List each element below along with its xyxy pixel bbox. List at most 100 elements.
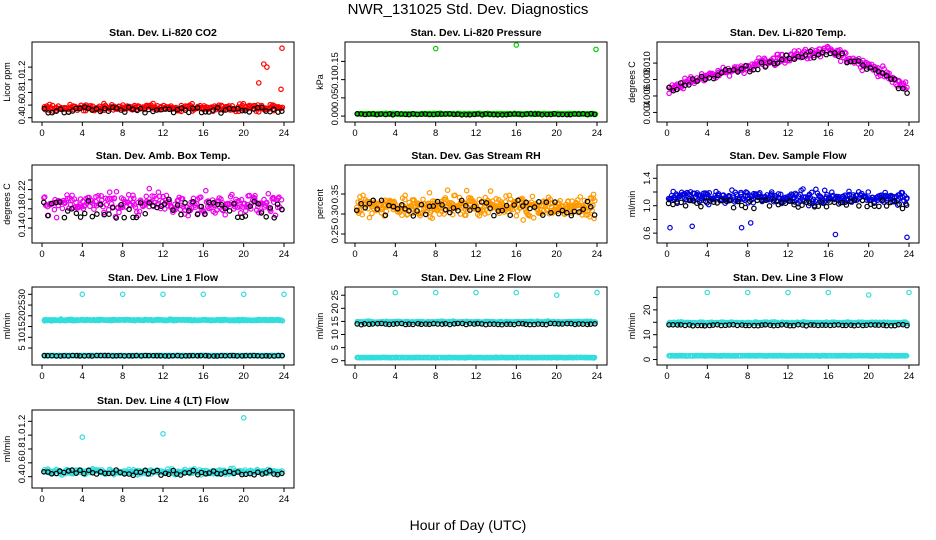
data-point bbox=[161, 201, 168, 207]
data-point bbox=[279, 206, 285, 213]
data-point bbox=[467, 207, 473, 213]
x-tick-label: 24 bbox=[279, 494, 290, 505]
data-point bbox=[278, 108, 285, 115]
data-point bbox=[358, 321, 365, 328]
data-point bbox=[762, 64, 769, 70]
data-point bbox=[686, 82, 692, 88]
x-tick-label: 0 bbox=[664, 128, 669, 139]
data-point bbox=[591, 212, 598, 218]
x-tick-label: 24 bbox=[279, 249, 290, 260]
data-points bbox=[41, 414, 285, 479]
x-tick-label: 20 bbox=[238, 371, 249, 382]
data-point bbox=[559, 207, 566, 214]
data-point bbox=[471, 111, 478, 118]
outlier-point bbox=[832, 231, 839, 238]
data-point bbox=[418, 201, 425, 208]
data-point bbox=[823, 203, 830, 210]
data-point bbox=[548, 111, 554, 118]
x-tick-label: 4 bbox=[705, 249, 710, 260]
y-tick-label: 5 bbox=[17, 345, 28, 350]
data-point bbox=[548, 209, 554, 216]
outlier-point bbox=[865, 292, 872, 298]
x-tick-label: 8 bbox=[745, 128, 750, 139]
data-point bbox=[529, 193, 536, 200]
data-point bbox=[837, 58, 844, 65]
y-tick-label: 1.2 bbox=[17, 415, 28, 428]
y-tick-label: 5 bbox=[330, 345, 341, 350]
data-point bbox=[819, 199, 825, 206]
data-point bbox=[734, 69, 741, 75]
y-tick-label: 0.010 bbox=[642, 51, 653, 75]
data-point bbox=[186, 352, 193, 359]
data-point bbox=[254, 469, 261, 476]
data-point bbox=[279, 470, 285, 477]
data-point bbox=[523, 199, 530, 206]
data-point bbox=[880, 322, 887, 328]
data-point bbox=[479, 112, 486, 118]
panel-8: Stan. Dev. Line 2 Flow 0 4 8 12 16 20 24 0 5 10 15 2… bbox=[315, 272, 608, 382]
data-point bbox=[166, 106, 173, 113]
outlier-point bbox=[240, 414, 247, 421]
data-point bbox=[366, 321, 372, 328]
x-tick-label: 8 bbox=[745, 249, 750, 260]
data-point bbox=[434, 111, 441, 117]
data-point bbox=[442, 196, 449, 203]
x-tick-label: 12 bbox=[471, 249, 482, 260]
plot-frame bbox=[344, 41, 608, 123]
data-point bbox=[94, 211, 100, 217]
y-tick-label: 0.8 bbox=[17, 86, 28, 99]
data-point bbox=[102, 105, 108, 112]
y-tick-label: 0.10 bbox=[330, 70, 341, 89]
data-point bbox=[706, 190, 713, 196]
outlier-point bbox=[255, 80, 262, 86]
data-point bbox=[378, 210, 385, 216]
data-point bbox=[263, 214, 270, 220]
data-point bbox=[446, 209, 453, 216]
data-point bbox=[41, 105, 48, 112]
y-axis-label: degrees C bbox=[2, 183, 12, 225]
data-point bbox=[126, 206, 132, 213]
data-point bbox=[170, 467, 177, 474]
data-point bbox=[163, 192, 170, 199]
data-point bbox=[145, 106, 152, 113]
x-tick-label: 20 bbox=[238, 249, 249, 260]
data-point bbox=[132, 204, 139, 211]
data-point bbox=[865, 189, 872, 195]
data-point bbox=[398, 202, 405, 208]
x-tick-label: 20 bbox=[863, 249, 874, 260]
data-point bbox=[576, 209, 582, 215]
data-point bbox=[888, 322, 894, 329]
data-point bbox=[153, 196, 159, 202]
data-point bbox=[543, 199, 550, 206]
data-point bbox=[458, 197, 465, 204]
outlier-point bbox=[432, 45, 439, 52]
data-point bbox=[855, 58, 862, 64]
data-point bbox=[137, 105, 144, 112]
data-point bbox=[143, 193, 150, 200]
data-point bbox=[425, 200, 432, 207]
data-point bbox=[59, 205, 66, 212]
data-point bbox=[137, 200, 144, 206]
x-tick-label: 0 bbox=[39, 371, 44, 382]
data-point bbox=[218, 202, 225, 208]
panel-title: Stan. Dev. Amb. Box Temp. bbox=[96, 150, 231, 162]
data-point bbox=[856, 203, 862, 209]
data-point bbox=[817, 193, 823, 200]
x-tick-label: 4 bbox=[80, 371, 85, 382]
outlier-point bbox=[553, 292, 560, 299]
data-point bbox=[202, 211, 208, 217]
data-point bbox=[803, 199, 810, 206]
x-tick-label: 8 bbox=[120, 494, 125, 505]
data-point bbox=[149, 193, 155, 199]
data-point bbox=[365, 205, 371, 212]
y-tick-label: 1.0 bbox=[17, 73, 28, 86]
y-tick-label: 0.35 bbox=[330, 185, 341, 204]
x-tick-label: 12 bbox=[158, 128, 169, 139]
data-point bbox=[165, 471, 172, 478]
data-point bbox=[726, 73, 733, 79]
data-point bbox=[97, 201, 104, 208]
data-point bbox=[210, 200, 217, 206]
data-point bbox=[511, 202, 518, 208]
y-axis-label: kPa bbox=[315, 74, 325, 90]
data-point bbox=[891, 76, 898, 82]
